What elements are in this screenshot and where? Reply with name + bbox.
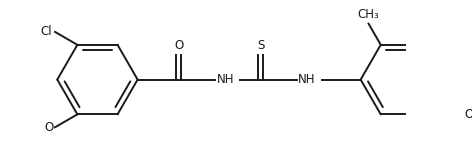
- Text: NH: NH: [217, 73, 234, 86]
- Text: O: O: [464, 108, 472, 121]
- Text: O: O: [44, 121, 54, 134]
- Text: NH: NH: [298, 73, 316, 86]
- Text: Cl: Cl: [41, 25, 52, 38]
- Text: O: O: [174, 39, 184, 52]
- Text: CH₃: CH₃: [358, 8, 379, 21]
- Text: S: S: [257, 39, 264, 52]
